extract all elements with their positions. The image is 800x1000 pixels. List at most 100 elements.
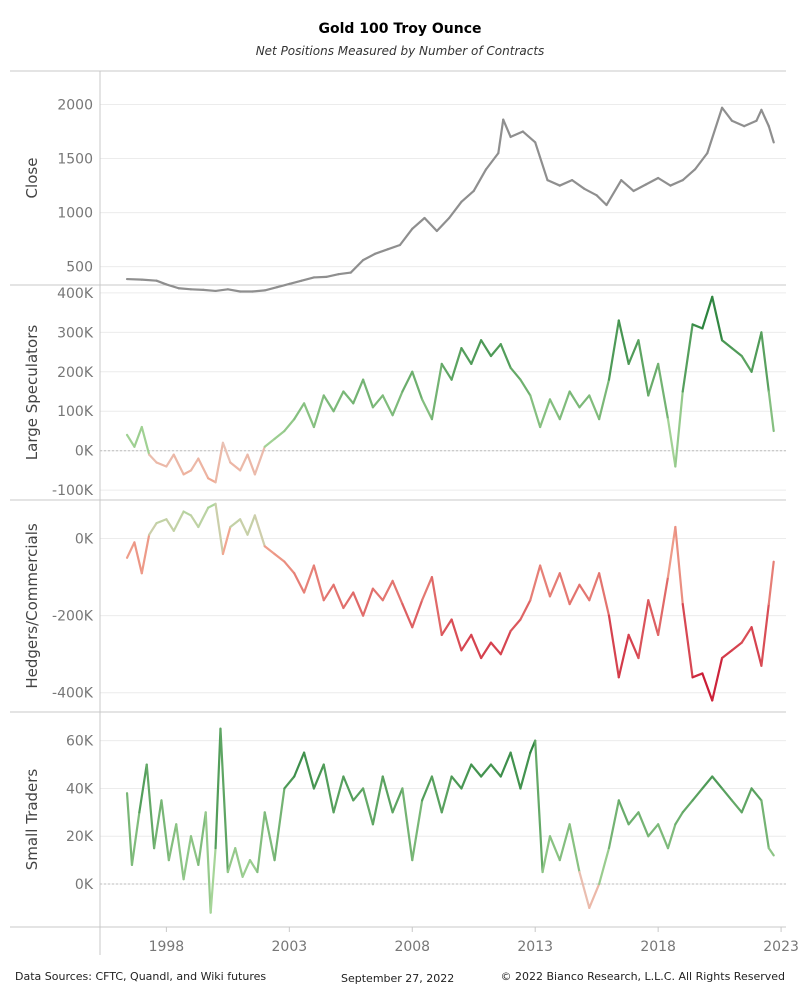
y-tick-label: 20K [66,829,94,845]
series-segment [502,118,512,139]
series-segment [293,751,306,778]
series-segment [125,433,136,448]
series-segment [546,179,561,187]
x-tick-label: 1998 [149,939,185,955]
series-segment [253,445,266,476]
series-segment [214,288,229,293]
x-tick-label: 2018 [640,939,676,955]
series-segment [568,823,581,874]
series-segment [381,775,394,814]
series-segment [588,882,601,909]
series-segment [337,271,352,276]
series-segment [423,216,438,233]
series-segment [421,775,434,802]
x-tick-label: 2013 [517,939,553,955]
series-segment [430,362,443,421]
y-tick-label: 200K [57,365,94,381]
series-segment [617,799,630,826]
series-segment [617,319,630,365]
series-segment [666,823,677,850]
series-segment [767,390,775,433]
series-segment [450,618,463,652]
series-segment [312,394,325,429]
series-segment [381,394,394,417]
series-segment [730,641,743,652]
series-segment [148,522,158,536]
series-segment [534,141,549,182]
data-sources-note: Data Sources: CFTC, Quandl, and Wiki fut… [15,970,267,983]
series-segment [125,792,134,866]
series-segment [607,799,620,850]
series-segment [391,787,404,814]
series-segment [125,541,136,559]
series-segment [657,575,670,637]
series-segment [221,525,232,556]
series-segment [263,286,279,292]
series-segment [160,799,170,862]
series-segment [133,425,143,448]
series-segment [332,775,345,814]
y-tick-label: 0K [75,877,94,893]
series-segment [720,649,734,660]
series-segment [740,787,753,814]
series-segment [588,572,601,602]
series-segment [273,787,286,862]
series-segment [165,518,175,532]
series-segment [701,672,714,702]
series-segment [558,390,571,421]
series-segment [371,587,384,602]
series-segment [182,469,193,476]
series-segment [681,323,694,393]
y-tick-label: -400K [52,686,94,702]
series-segment [401,370,414,393]
series-segment [241,859,252,878]
copyright-note: © 2022 Bianco Research, L.L.C. All Right… [500,970,785,983]
series-segment [342,591,355,610]
series-segment [226,288,242,293]
y-tick-label: 0K [75,444,94,460]
series-segment [578,583,591,602]
series-segment [140,533,151,575]
series-segment [720,787,734,802]
x-tick-label: 2008 [394,939,430,955]
series-segment [140,278,158,282]
y-tick-label: 40K [66,781,94,797]
series-segment [740,626,753,644]
series-segment [207,502,217,509]
series-segment [598,847,611,886]
series-segment [701,295,714,330]
series-segment [440,618,453,637]
series-segment [767,125,775,144]
series-segment [440,362,453,381]
series-segment [480,641,493,660]
series-segment [197,457,210,480]
series-segment [607,614,620,679]
series-segment [691,672,704,679]
y-tick-label: -200K [52,609,94,625]
y-tick-label: 2000 [57,98,93,114]
series-segment [647,823,660,838]
series-segment [125,277,143,281]
series-segment [460,763,473,790]
series-segment [605,179,623,207]
series-segment [177,287,193,291]
series-segment [361,587,375,617]
series-segment [263,545,276,556]
chart-date: September 27, 2022 [341,972,455,985]
series-segment [421,398,434,421]
series-segment [470,633,483,660]
series-segment [750,626,763,667]
series-segment [666,525,677,579]
series-segment [750,331,763,373]
series-segment [519,751,532,790]
x-tick-label: 2003 [272,939,308,955]
series-segment [760,108,770,128]
series-segment [711,775,724,790]
series-segment [521,130,537,144]
series-segment [207,477,217,484]
series-segment [578,870,591,909]
series-segment [460,347,473,365]
y-axis-label: Small Traders [23,769,41,871]
series-segment [209,847,217,914]
